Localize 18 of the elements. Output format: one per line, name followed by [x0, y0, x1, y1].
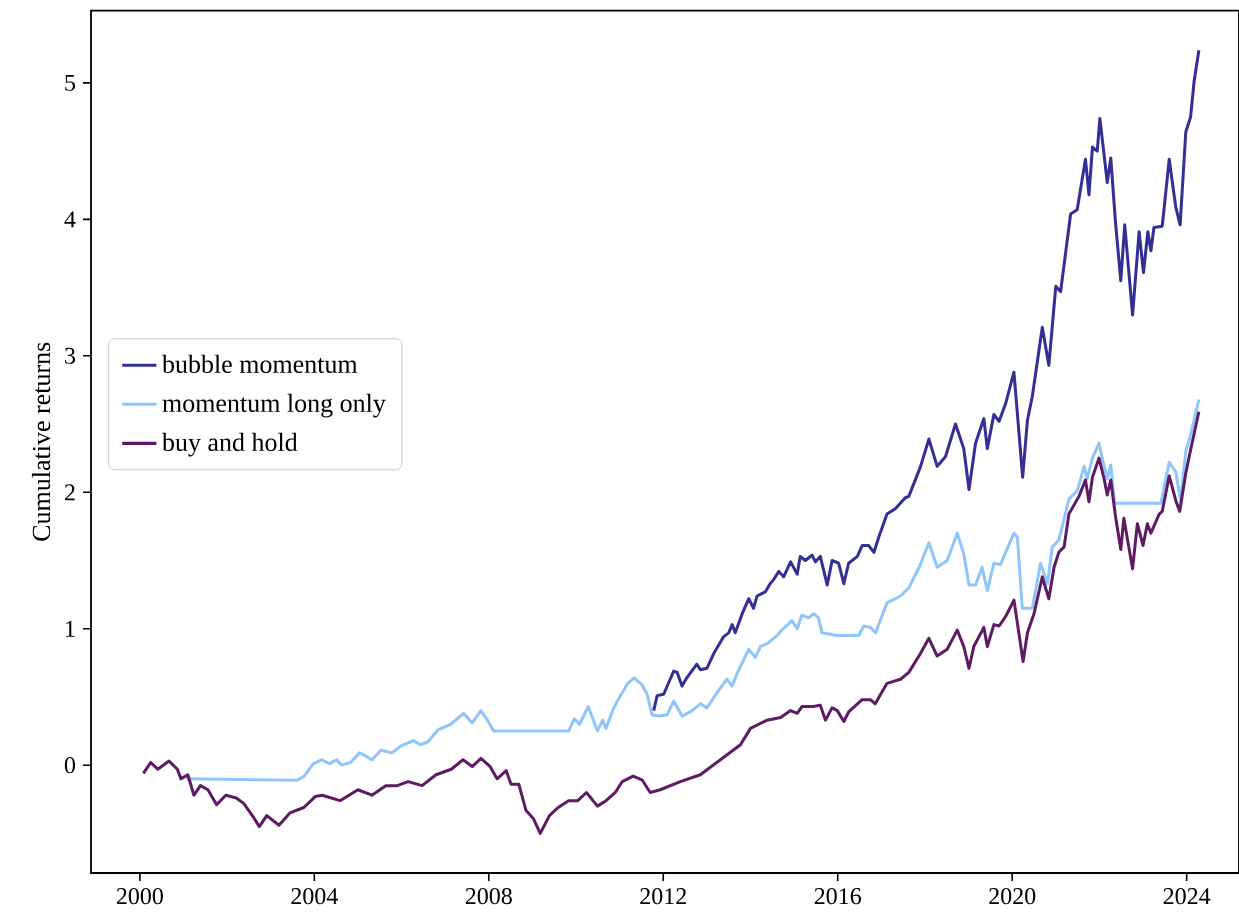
legend-label: momentum long only: [162, 393, 386, 418]
x-tick-label: 2008: [465, 888, 512, 905]
y-tick-label: 2: [65, 484, 75, 501]
x-tick-label: 2000: [116, 888, 163, 905]
x-tick-label: 2016: [814, 888, 862, 905]
y-tick-label: 3: [65, 347, 76, 364]
x-tick-label: 2024: [1163, 888, 1211, 905]
legend-label: buy and hold: [161, 432, 298, 457]
x-tick-label: 2012: [640, 888, 686, 905]
line-series: [652, 48, 1201, 713]
y-tick-label: 1: [66, 620, 75, 637]
y-tick-label: 4: [64, 211, 76, 228]
legend-label: bubble momentum: [161, 354, 358, 373]
y-tick-label: 0: [64, 757, 76, 774]
y-axis-title: Cumulative returns: [31, 342, 51, 541]
x-tick-label: 2004: [291, 888, 338, 905]
x-tick-label: 2020: [989, 888, 1036, 905]
y-tick-label: 5: [65, 74, 76, 91]
